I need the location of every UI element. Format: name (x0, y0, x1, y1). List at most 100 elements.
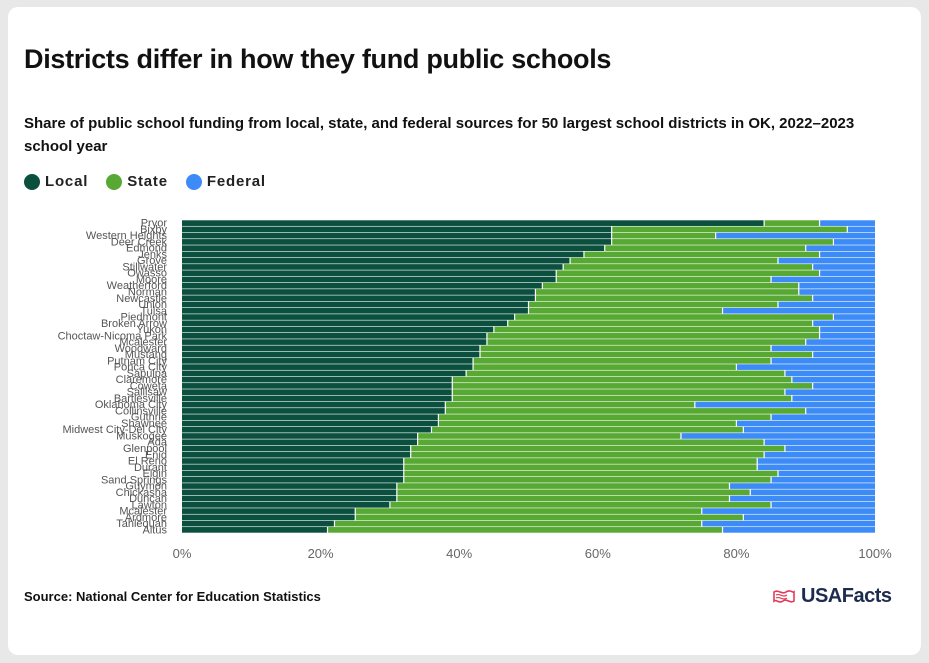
category-label: Enid (145, 449, 167, 461)
flag-icon (773, 589, 795, 603)
bar-local (182, 345, 480, 352)
category-label: Weatherford (107, 280, 167, 292)
category-label: Lawton (132, 499, 167, 511)
legend-item-local: Local (24, 173, 88, 190)
category-label: Sand Springs (101, 474, 168, 486)
category-label: Edmond (126, 243, 167, 255)
chart-title: Districts differ in how they fund public… (24, 44, 612, 74)
category-label: Ponca City (114, 362, 168, 374)
bar-local (182, 264, 564, 270)
bar-federal (798, 289, 875, 295)
bar-local (182, 395, 453, 402)
bar-state (556, 276, 772, 283)
category-label: Newcastle (116, 293, 167, 305)
bar-federal (833, 314, 875, 320)
bar-local (182, 464, 404, 471)
category-label: Sallisaw (127, 387, 167, 399)
category-label: Western Heights (86, 230, 168, 242)
bar-federal (777, 470, 875, 477)
bar-local (182, 458, 404, 464)
bar-local (182, 376, 453, 383)
bar-local (182, 245, 605, 251)
bar-federal (805, 245, 875, 251)
bar-local (182, 364, 474, 370)
category-label: Bartlesville (114, 393, 167, 405)
bar-local (182, 408, 446, 414)
x-tick-label: 100% (858, 546, 892, 561)
bar-federal (771, 358, 875, 364)
bar-federal (694, 401, 875, 408)
legend: Local State Federal (24, 173, 266, 190)
category-label: Moore (136, 274, 167, 286)
bar-federal (847, 226, 875, 233)
source-note: Source: National Center for Education St… (24, 589, 321, 604)
bar-local (182, 439, 418, 446)
bar-federal (757, 458, 875, 464)
category-label: Stillwater (122, 261, 167, 273)
bar-local (182, 495, 397, 502)
category-label: Jenks (138, 249, 167, 261)
bar-federal (771, 502, 875, 508)
bar-state (611, 232, 716, 239)
bar-local (182, 320, 508, 327)
bar-federal (812, 295, 875, 302)
bar-state (396, 495, 730, 502)
bar-state (611, 226, 848, 233)
bar-state (570, 257, 778, 264)
bar-federal (819, 326, 875, 333)
bar-state (473, 364, 737, 370)
bar-state (438, 414, 772, 421)
bar-local (182, 239, 612, 245)
bar-local (182, 527, 328, 533)
bar-federal (757, 464, 875, 471)
bar-state (583, 251, 820, 258)
bar-local (182, 307, 529, 314)
bar-state (334, 520, 702, 527)
category-label: Midwest City-Del City (62, 424, 167, 436)
category-label: Pryor (141, 218, 168, 230)
category-label: Piedmont (121, 312, 167, 324)
category-label: Grove (137, 255, 167, 267)
bar-state (403, 476, 772, 483)
category-label: El Reno (128, 456, 167, 468)
bar-federal (743, 514, 875, 521)
category-label: Coweta (130, 380, 168, 392)
bar-state (479, 345, 772, 352)
bar-local (182, 301, 529, 308)
category-label: Ardmore (125, 512, 167, 524)
bar-federal (715, 232, 875, 239)
bar-federal (805, 339, 875, 345)
category-label: Union (138, 299, 167, 311)
bar-federal (833, 239, 875, 245)
category-label: Duncan (129, 493, 167, 505)
bar-state (355, 508, 702, 514)
bar-state (438, 420, 737, 427)
bar-local (182, 326, 494, 333)
bar-federal (680, 433, 875, 439)
brand-name: USAFacts (801, 585, 892, 607)
bar-local (182, 426, 432, 433)
category-label: Altus (143, 524, 168, 536)
category-label: Choctaw-Nicoma Park (58, 330, 168, 342)
bar-federal (784, 389, 875, 395)
bar-federal (784, 370, 875, 377)
legend-label-state: State (127, 173, 168, 190)
bar-local (182, 314, 515, 320)
bar-state (764, 220, 820, 226)
bar-federal (764, 439, 875, 446)
bar-federal (729, 495, 875, 502)
bar-federal (722, 307, 875, 314)
bar-state (493, 326, 820, 333)
bar-local (182, 470, 404, 477)
bar-local (182, 351, 480, 358)
bar-federal (812, 383, 875, 389)
bar-local (182, 502, 390, 508)
bar-federal (812, 351, 875, 358)
bar-state (535, 289, 799, 295)
category-label: Tulsa (141, 305, 168, 317)
bar-state (417, 439, 765, 446)
bar-state (486, 339, 806, 345)
bar-local (182, 520, 335, 527)
bar-state (403, 458, 758, 464)
category-label: Mcalester (119, 506, 167, 518)
